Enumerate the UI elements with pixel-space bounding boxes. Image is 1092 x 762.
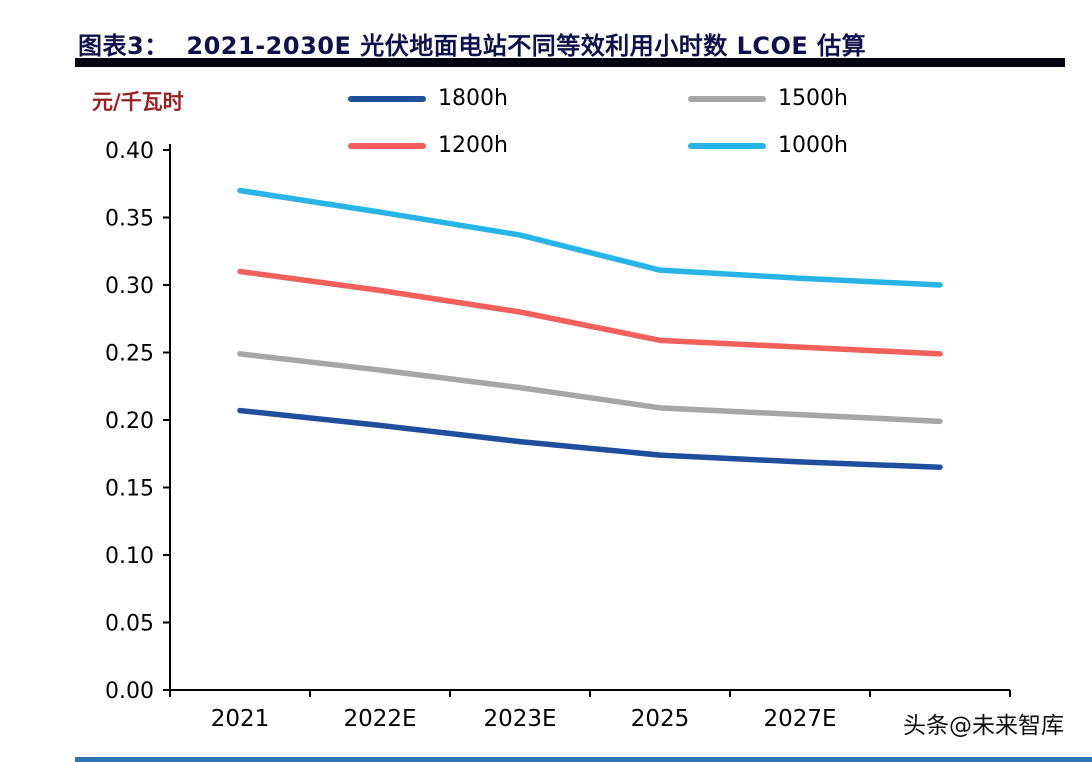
- legend-label: 1800h: [438, 86, 508, 111]
- legend-item-1000h: 1000h: [688, 133, 848, 158]
- series-line-1200h: [237, 268, 943, 357]
- y-tick-label: 0.40: [105, 139, 154, 164]
- chart-legend: 1800h 1500h 1200h 1000h: [348, 86, 848, 158]
- legend-line-swatch: [688, 95, 766, 102]
- y-tick-label: 0.35: [105, 207, 154, 232]
- footer-accent-line: [75, 757, 1092, 762]
- watermark-text: 头条@未来智库: [903, 713, 1064, 739]
- series-line-1800h: [237, 407, 943, 470]
- title-underline-bar: [75, 58, 1065, 67]
- series-line-1500h: [237, 351, 943, 425]
- y-tick-label: 0.15: [105, 477, 154, 502]
- x-tick-label: 2023E: [483, 706, 556, 732]
- y-tick-label: 0.10: [105, 544, 154, 569]
- y-tick-label: 0.25: [105, 342, 154, 367]
- x-tick-label: 2025: [631, 706, 690, 732]
- legend-item-1200h: 1200h: [348, 133, 688, 158]
- series-line-1000h: [237, 187, 943, 288]
- legend-line-swatch: [688, 142, 766, 149]
- x-tick-label: 2027E: [763, 706, 836, 732]
- x-tick-label: 2022E: [343, 706, 416, 732]
- legend-label: 1000h: [778, 133, 848, 158]
- y-tick-label: 0.30: [105, 274, 154, 299]
- x-tick-label: 2021: [211, 706, 270, 732]
- y-tick-label: 0.00: [105, 679, 154, 704]
- y-tick-label: 0.05: [105, 612, 154, 637]
- legend-line-swatch: [348, 142, 426, 149]
- legend-label: 1500h: [778, 86, 848, 111]
- chart-title: 图表3： 2021-2030E 光伏地面电站不同等效利用小时数 LCOE 估算: [78, 32, 867, 60]
- legend-item-1800h: 1800h: [348, 86, 688, 111]
- legend-item-1500h: 1500h: [688, 86, 848, 111]
- y-axis-unit-label: 元/千瓦时: [92, 90, 184, 114]
- y-tick-label: 0.20: [105, 409, 154, 434]
- legend-line-swatch: [348, 95, 426, 102]
- legend-label: 1200h: [438, 133, 508, 158]
